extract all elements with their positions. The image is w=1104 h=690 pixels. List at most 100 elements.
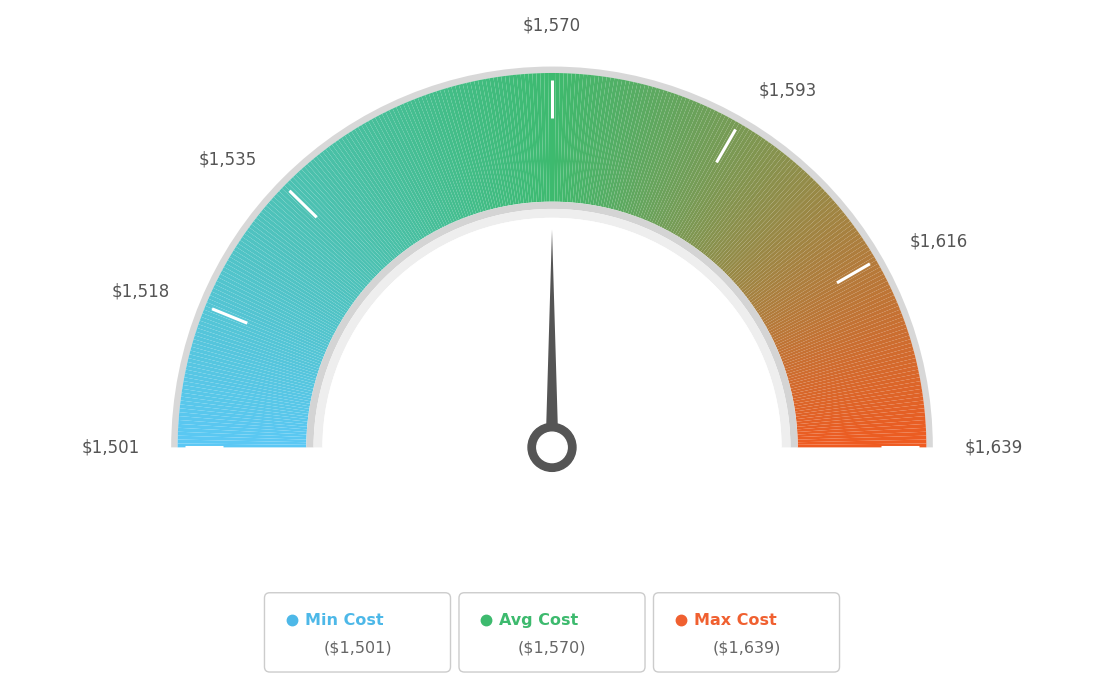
Wedge shape [659,110,719,227]
Wedge shape [746,218,850,299]
Wedge shape [232,250,343,320]
Wedge shape [222,267,337,331]
Wedge shape [618,87,657,211]
Wedge shape [238,240,348,313]
FancyBboxPatch shape [265,593,450,672]
Wedge shape [756,240,866,313]
Wedge shape [782,313,903,362]
Wedge shape [567,74,580,202]
Wedge shape [389,108,447,226]
Wedge shape [711,161,797,262]
Wedge shape [245,230,352,307]
Wedge shape [247,227,353,305]
Wedge shape [752,230,859,307]
Wedge shape [699,147,778,252]
Wedge shape [230,253,342,322]
Wedge shape [581,75,599,204]
Wedge shape [790,358,916,391]
Wedge shape [795,397,923,417]
Wedge shape [296,172,385,268]
Wedge shape [725,183,819,275]
Wedge shape [224,264,338,329]
Wedge shape [452,86,488,210]
Text: ($1,570): ($1,570) [518,641,586,655]
Wedge shape [192,339,317,379]
Wedge shape [554,73,560,201]
Wedge shape [716,169,806,266]
Wedge shape [797,432,926,440]
Wedge shape [182,388,309,411]
Wedge shape [252,221,357,301]
FancyBboxPatch shape [459,593,645,672]
Wedge shape [655,107,711,225]
Wedge shape [459,83,493,209]
Wedge shape [771,277,888,338]
Wedge shape [422,95,469,217]
Wedge shape [623,89,664,213]
Wedge shape [731,191,828,281]
Wedge shape [777,299,898,352]
Wedge shape [185,366,312,396]
Wedge shape [760,247,870,318]
Wedge shape [301,166,390,265]
Wedge shape [797,424,926,435]
Wedge shape [683,131,756,241]
Wedge shape [348,131,421,241]
Wedge shape [688,135,763,244]
Wedge shape [783,321,905,366]
Wedge shape [657,108,715,226]
Wedge shape [570,74,583,203]
Wedge shape [778,302,899,355]
Wedge shape [290,177,382,272]
Wedge shape [338,138,414,246]
Wedge shape [606,82,637,208]
Wedge shape [179,408,308,424]
Wedge shape [200,317,321,364]
Wedge shape [199,321,321,366]
Wedge shape [784,324,906,369]
Wedge shape [690,138,766,246]
Wedge shape [792,366,919,396]
Wedge shape [187,362,312,394]
Wedge shape [608,83,641,209]
Wedge shape [279,188,374,279]
Wedge shape [793,370,919,399]
Wedge shape [537,73,544,202]
Wedge shape [314,209,790,447]
Wedge shape [183,377,310,404]
Wedge shape [704,154,787,257]
Wedge shape [768,270,884,333]
Wedge shape [562,73,572,202]
Wedge shape [361,123,429,236]
Wedge shape [677,125,746,237]
Wedge shape [709,159,794,259]
Wedge shape [220,270,336,333]
Wedge shape [351,129,423,240]
Wedge shape [241,237,349,311]
Wedge shape [210,291,329,348]
Wedge shape [702,152,785,255]
Wedge shape [630,92,676,215]
Wedge shape [670,119,735,233]
Wedge shape [779,306,900,357]
Wedge shape [317,154,400,257]
Wedge shape [444,88,484,212]
Wedge shape [681,129,753,240]
Wedge shape [593,78,618,206]
Wedge shape [714,166,803,265]
Wedge shape [185,370,311,399]
Text: $1,593: $1,593 [758,81,817,99]
Wedge shape [628,91,671,215]
Wedge shape [626,90,668,214]
Wedge shape [794,381,921,406]
Wedge shape [414,98,464,219]
Wedge shape [532,73,542,202]
Wedge shape [489,77,513,205]
Wedge shape [797,412,925,427]
Wedge shape [204,306,325,357]
Wedge shape [364,121,432,235]
Wedge shape [433,91,476,215]
Wedge shape [792,362,917,394]
Wedge shape [206,299,327,352]
Wedge shape [701,149,782,253]
